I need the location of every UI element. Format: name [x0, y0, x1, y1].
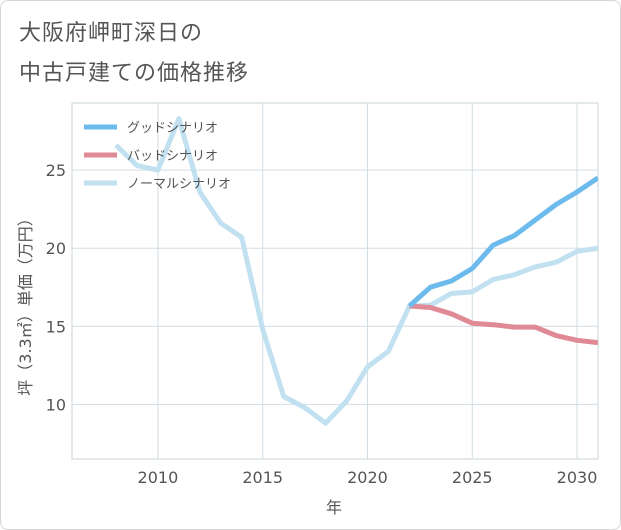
legend-label-1: バッドシナリオ [127, 149, 218, 164]
y-tick-label: 10 [46, 395, 66, 414]
x-tick-label: 2030 [557, 468, 598, 487]
y-tick-label: 25 [46, 161, 66, 180]
x-tick-label: 2025 [452, 468, 493, 487]
chart-title-line-2: 中古戸建ての価格推移 [19, 61, 250, 86]
series-line-0 [407, 175, 598, 308]
chart-title-line-1: 大阪府岬町深日の [19, 21, 204, 46]
grid-lines [72, 103, 598, 459]
x-axis-title: 年 [326, 498, 342, 517]
x-tick-label: 2015 [242, 468, 283, 487]
legend-label-2: ノーマルシナリオ [127, 177, 231, 192]
y-tick-label: 20 [46, 239, 66, 258]
series-line-1 [409, 303, 598, 346]
x-tick-label: 2020 [347, 468, 388, 487]
x-tick-label: 2010 [138, 468, 179, 487]
y-axis-title: 坪（3.3㎡）単価（万円） [16, 210, 35, 395]
y-tick-label: 15 [46, 317, 66, 336]
series-line-2 [114, 116, 598, 426]
series-lines [114, 116, 598, 426]
legend-label-0: グッドシナリオ [127, 121, 218, 136]
